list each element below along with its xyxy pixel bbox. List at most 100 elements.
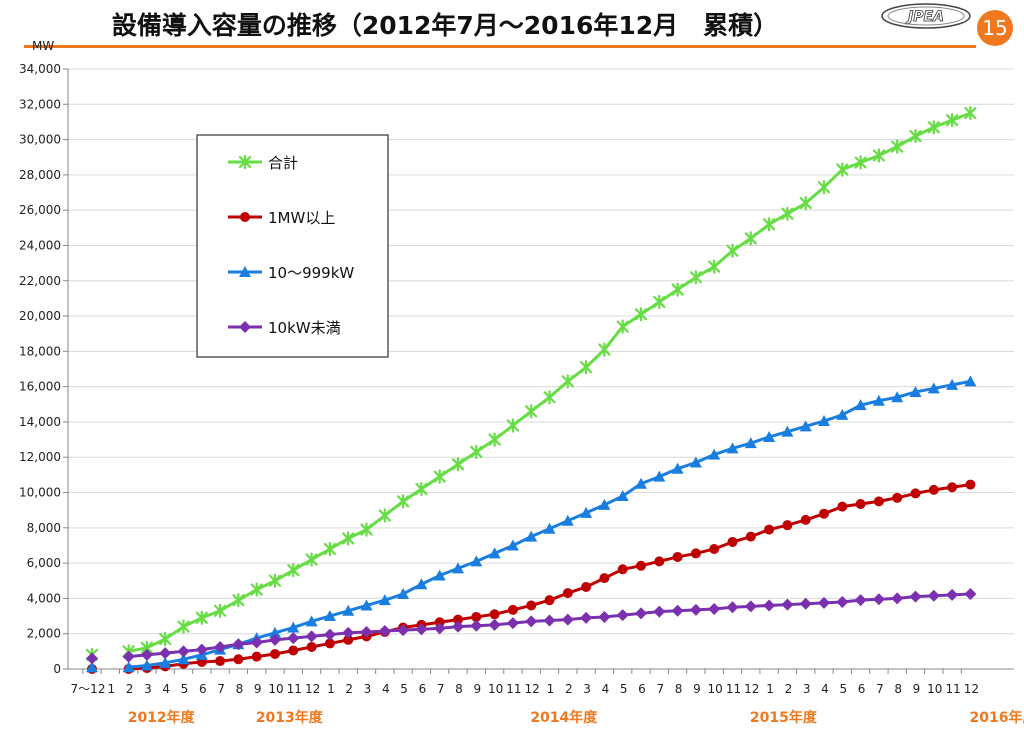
data-point	[927, 589, 940, 602]
data-point	[250, 582, 263, 597]
data-point	[672, 551, 683, 562]
data-point	[470, 555, 483, 567]
data-point	[636, 560, 646, 571]
data-point	[818, 415, 830, 427]
data-point	[817, 180, 831, 195]
data-point	[819, 508, 829, 519]
data-point	[159, 656, 172, 668]
data-point	[86, 652, 98, 665]
data-point	[543, 614, 556, 627]
header-rule	[24, 45, 976, 48]
data-point	[947, 482, 958, 493]
data-point	[270, 649, 280, 659]
data-point	[543, 390, 556, 405]
data-point	[488, 618, 501, 631]
x-tick-label: 2	[345, 682, 353, 696]
data-point	[433, 622, 446, 635]
data-point	[471, 611, 482, 622]
x-tick-label: 1	[547, 682, 555, 696]
y-tick-label: 2,000	[27, 627, 61, 641]
data-point	[744, 600, 757, 613]
data-point	[378, 625, 391, 638]
x-tick-label: 4	[162, 682, 170, 696]
data-point	[836, 162, 849, 177]
x-tick-label: 10	[488, 682, 503, 696]
x-tick-label: 7	[437, 682, 445, 696]
x-tick-label: 1	[766, 682, 774, 696]
data-point	[159, 631, 172, 647]
data-point	[690, 548, 701, 559]
data-point	[854, 155, 867, 170]
data-point	[506, 418, 520, 433]
data-point	[561, 374, 574, 389]
y-tick-label: 24,000	[19, 238, 61, 252]
data-point	[214, 640, 227, 653]
x-tick-label: 9	[254, 682, 262, 696]
page-number-badge: 15	[977, 10, 1013, 46]
data-point	[305, 615, 318, 627]
data-point	[378, 594, 391, 606]
x-tick-label: 7	[217, 682, 225, 696]
x-tick-label: 3	[364, 682, 372, 696]
data-point	[708, 448, 721, 460]
data-point	[616, 609, 629, 622]
x-tick-label: 6	[419, 682, 427, 696]
data-point	[799, 420, 812, 432]
data-point	[800, 514, 811, 525]
legend-marker	[238, 154, 252, 170]
data-point	[892, 492, 903, 503]
x-tick-label: 10	[708, 682, 723, 696]
y-tick-label: 34,000	[19, 62, 61, 76]
x-tick-label: 8	[675, 682, 683, 696]
legend: 合計 1MW以上 10～999kW 10kW未満	[196, 134, 389, 358]
data-point	[782, 520, 793, 531]
data-point	[836, 408, 849, 420]
x-tick-label: 12	[525, 682, 540, 696]
data-point	[323, 628, 336, 641]
data-point	[506, 617, 519, 630]
data-point	[434, 617, 445, 628]
data-point	[470, 444, 483, 460]
data-point	[836, 595, 849, 608]
data-point	[872, 394, 885, 406]
data-point	[910, 488, 921, 499]
data-point	[727, 536, 738, 547]
data-point	[433, 469, 446, 484]
data-point	[323, 610, 336, 622]
data-point	[580, 506, 593, 518]
data-point	[342, 626, 355, 639]
data-point	[561, 613, 574, 626]
x-tick-label: 3	[583, 682, 591, 696]
legend-label: 合計	[268, 154, 298, 172]
series-0	[85, 106, 977, 662]
x-tick-label: 9	[693, 682, 701, 696]
data-point	[122, 650, 135, 663]
data-point	[964, 588, 977, 600]
x-tick-label: 10	[268, 682, 283, 696]
data-point	[745, 531, 756, 542]
data-point	[726, 442, 739, 454]
data-point	[945, 113, 959, 128]
x-tick-label: 1	[327, 682, 335, 696]
data-point	[689, 603, 702, 616]
legend-marker	[239, 266, 251, 277]
x-tick-label: 12	[305, 682, 320, 696]
data-point	[342, 531, 355, 546]
data-point	[763, 599, 776, 612]
data-point	[195, 643, 208, 656]
data-point	[781, 206, 794, 221]
data-point	[122, 661, 135, 673]
x-tick-label: 5	[620, 682, 628, 696]
x-tick-label: 11	[726, 682, 741, 696]
y-tick-label: 0	[53, 662, 61, 676]
data-point	[397, 624, 410, 637]
x-tick-label: 6	[199, 682, 207, 696]
data-point	[526, 600, 537, 611]
x-tick-label: 9	[913, 682, 921, 696]
x-tick-label: 7～12	[71, 682, 106, 696]
data-point	[488, 547, 501, 559]
data-point	[86, 661, 98, 673]
data-point	[433, 569, 446, 581]
x-tick-label: 3	[803, 682, 811, 696]
